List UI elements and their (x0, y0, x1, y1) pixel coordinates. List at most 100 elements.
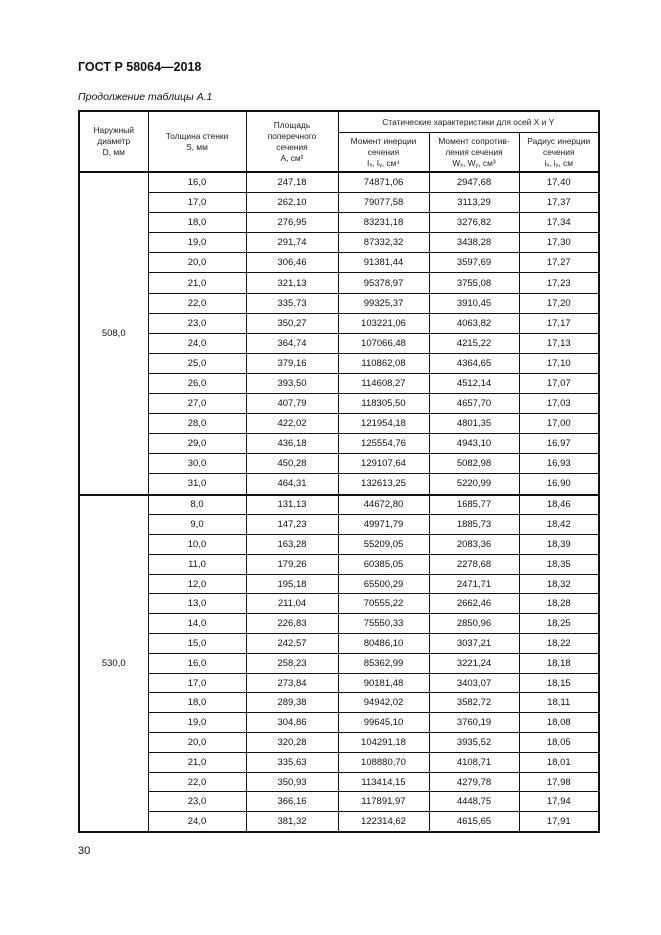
inertia-radius-cell: 18,18 (518, 652, 600, 674)
inertia-moment-cell: 74871,06 (337, 171, 430, 194)
area-cell: 179,26 (245, 553, 339, 575)
area-cell: 450,28 (245, 453, 339, 475)
section-modulus-cell: 2947,68 (428, 171, 520, 194)
inertia-radius-cell: 17,27 (518, 252, 600, 274)
thickness-cell: 12,0 (147, 573, 247, 595)
area-cell: 276,95 (245, 212, 339, 234)
inertia-radius-cell: 17,20 (518, 292, 600, 314)
inertia-radius-cell: 17,37 (518, 192, 600, 214)
thickness-cell: 30,0 (147, 453, 247, 475)
section-modulus-cell: 3037,21 (428, 633, 520, 654)
inertia-moment-cell: 83231,18 (337, 212, 430, 234)
section-modulus-cell: 4448,75 (428, 791, 520, 813)
table-row: 13,0 211,04 70555,22 2662,46 18,28 (79, 593, 600, 615)
area-cell: 262,10 (245, 192, 339, 214)
inertia-radius-cell: 16,90 (518, 473, 600, 496)
inertia-moment-cell: 79077,58 (337, 192, 430, 214)
table-row: 530,0 8,0 131,13 44672,80 1685,77 18,46 (78, 493, 600, 834)
section-modulus-cell: 3276,82 (428, 212, 520, 234)
area-cell: 364,74 (245, 332, 339, 354)
area-cell: 195,18 (245, 573, 339, 595)
table-row: 21,0 335,63 108880,70 4108,71 18,01 (79, 751, 600, 773)
thickness-cell: 21,0 (147, 272, 247, 294)
thickness-cell: 15,0 (147, 633, 247, 654)
section-modulus-cell: 3910,45 (428, 292, 520, 314)
section-modulus-cell: 3597,69 (428, 252, 520, 274)
inertia-radius-cell: 18,28 (518, 593, 600, 615)
area-cell: 289,38 (245, 692, 339, 714)
thickness-cell: 26,0 (147, 372, 247, 395)
area-cell: 258,23 (245, 652, 339, 674)
thickness-cell: 16,0 (147, 171, 247, 194)
inertia-moment-cell: 91381,44 (337, 252, 430, 274)
section-modulus-cell: 2083,36 (428, 534, 520, 555)
section-modulus-cell: 1685,77 (428, 493, 520, 516)
inertia-moment-cell: 118305,50 (337, 393, 430, 415)
thickness-cell: 20,0 (147, 732, 247, 753)
table-row: 17,0 262,10 79077,58 3113,29 17,37 (79, 192, 600, 214)
section-modulus-cell: 3113,29 (428, 192, 520, 214)
header-line: сечения (543, 146, 575, 157)
thickness-cell: 18,0 (147, 212, 247, 234)
header-line: Iₓ, Iᵧ, см⁴ (367, 157, 400, 168)
table-row: 9,0 147,23 49971,79 1885,73 18,42 (79, 514, 600, 536)
area-cell: 464,31 (245, 473, 339, 496)
section-modulus-cell: 3221,24 (428, 652, 520, 674)
inertia-moment-cell: 90181,48 (337, 672, 430, 694)
thickness-cell: 27,0 (147, 393, 247, 415)
section-modulus-cell: 4943,10 (428, 433, 520, 455)
area-cell: 304,86 (245, 712, 339, 734)
inertia-moment-cell: 125554,76 (337, 433, 430, 455)
thickness-cell: 24,0 (147, 811, 247, 834)
section-modulus-cell: 4657,70 (428, 393, 520, 415)
area-cell: 131,13 (245, 493, 339, 516)
thickness-cell: 23,0 (147, 791, 247, 813)
inertia-moment-cell: 132613,25 (337, 473, 430, 496)
inertia-radius-cell: 18,22 (518, 633, 600, 654)
inertia-moment-cell: 113414,15 (337, 771, 430, 793)
inertia-moment-cell: 104291,18 (337, 732, 430, 753)
section-modulus-cell: 4801,35 (428, 413, 520, 435)
inertia-radius-cell: 18,39 (518, 534, 600, 555)
inertia-moment-cell: 108880,70 (337, 751, 430, 773)
thickness-cell: 14,0 (147, 613, 247, 635)
thickness-cell: 19,0 (147, 232, 247, 254)
header-area: Площадь поперечного сечения A, см² (245, 110, 339, 173)
section-modulus-cell: 4364,65 (428, 352, 520, 374)
section-modulus-cell: 3438,28 (428, 232, 520, 254)
thickness-cell: 9,0 (147, 514, 247, 536)
area-cell: 163,28 (245, 534, 339, 555)
inertia-moment-cell: 103221,06 (337, 312, 430, 334)
header-thickness: Толщина стенки S, мм (147, 110, 247, 173)
table-caption: Продолжение таблицы А.1 (78, 91, 213, 103)
inertia-moment-cell: 65500,29 (337, 573, 430, 595)
thickness-cell: 17,0 (147, 672, 247, 694)
header-line: Толщина стенки (165, 130, 229, 141)
thickness-cell: 22,0 (147, 771, 247, 793)
inertia-moment-cell: 110862,08 (337, 352, 430, 374)
section-modulus-cell: 1885,73 (428, 514, 520, 536)
header-line: сечения (367, 146, 400, 157)
inertia-radius-cell: 16,93 (518, 453, 600, 475)
diameter-cell: 530,0 (78, 494, 149, 834)
table-row: 29,0 436,18 125554,76 4943,10 16,97 (79, 433, 600, 455)
header-line: Момент инерции (350, 135, 417, 146)
inertia-radius-cell: 17,00 (518, 413, 600, 435)
inertia-moment-cell: 99645,10 (337, 712, 430, 734)
table-body: 508,0 16,0 247,18 74871,06 2947,68 17,40 17,0 2… (78, 171, 600, 834)
table-row: 16,0 258,23 85362,99 3221,24 18,18 (79, 652, 600, 674)
area-cell: 306,46 (245, 252, 339, 274)
thickness-cell: 11,0 (147, 553, 247, 575)
inertia-moment-cell: 94942,02 (337, 692, 430, 714)
table-row: 23,0 350,27 103221,06 4063,82 17,17 (79, 312, 600, 334)
area-cell: 393,50 (245, 372, 339, 395)
inertia-moment-cell: 49971,79 (337, 514, 430, 536)
table-row: 11,0 179,26 60385,05 2278,68 18,35 (79, 553, 600, 575)
thickness-cell: 8,0 (147, 493, 247, 516)
table-row: 508,0 16,0 247,18 74871,06 2947,68 17,40 (78, 171, 600, 496)
inertia-moment-cell: 114608,27 (337, 372, 430, 395)
inertia-radius-cell: 18,35 (518, 553, 600, 575)
header-diameter: Наружный диаметр D, мм (78, 110, 149, 173)
table-row: 20,0 306,46 91381,44 3597,69 17,27 (79, 252, 600, 274)
inertia-moment-cell: 117891,97 (337, 791, 430, 813)
